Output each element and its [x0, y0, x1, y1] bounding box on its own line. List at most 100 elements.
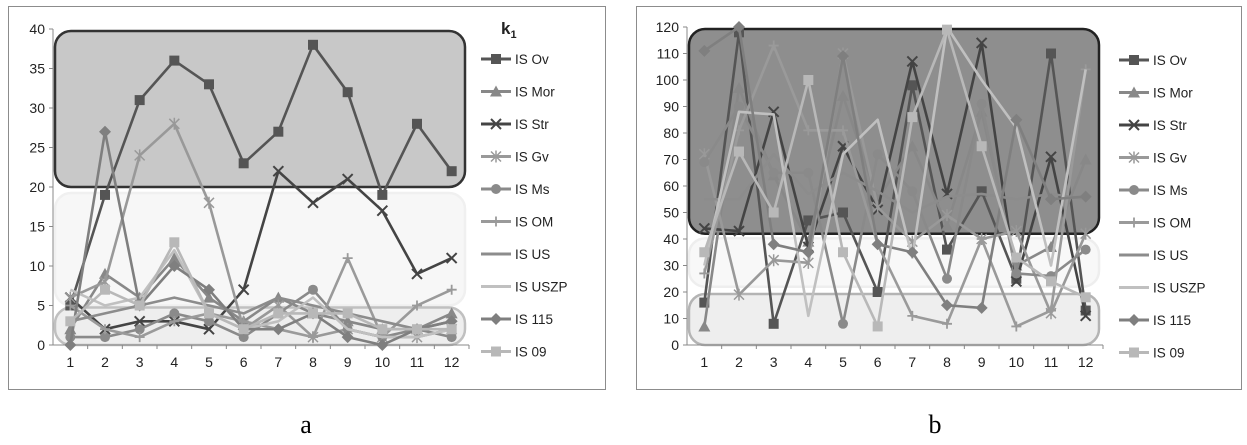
chart-b-series-is-115-point-12 — [1079, 190, 1092, 203]
chart-b-series-is-gv-point-8 — [941, 209, 953, 222]
chart-a-series-is-09-point-2 — [100, 284, 110, 295]
chart-a-x-tick-label-10: 10 — [375, 354, 391, 370]
chart-b-series-is-ms-point-1 — [699, 157, 710, 168]
chart-b-legend-is-str-marker — [1128, 119, 1140, 131]
chart-a-series-is-09-point-7 — [273, 308, 284, 319]
chart-b-series-is-ms-point-3 — [768, 167, 779, 178]
chart-a-x-tick-label-12: 12 — [444, 354, 460, 370]
chart-b-legend-is-mor-marker — [1128, 86, 1140, 98]
chart-b-series-is-str-point-7 — [906, 55, 919, 68]
chart-a-series-is-mor-point-12 — [445, 307, 458, 319]
chart-a-series-is-09-point-6 — [238, 324, 249, 335]
caption-a: a — [300, 410, 312, 439]
chart-a-x-tick-label-7: 7 — [274, 354, 282, 370]
chart-a-series-is-09-line — [69, 241, 452, 331]
chart-b-series-is-om-point-3 — [768, 40, 779, 51]
chart-a-y-tick-label-25: 25 — [29, 140, 45, 156]
chart-b-x-tick-label-1: 1 — [700, 354, 708, 370]
chart-b-y-tick-label-40: 40 — [663, 231, 679, 247]
chart-b-series-is-om-point-8 — [942, 318, 952, 329]
chart-a-series-is-ms-point-6 — [238, 332, 249, 343]
chart-a-series-is-115-point-7 — [272, 323, 285, 336]
chart-a-y-tick-label-5: 5 — [37, 298, 45, 314]
chart-a-series-is-115-point-2 — [99, 125, 111, 138]
chart-a-y-tick-label-10: 10 — [29, 258, 45, 274]
chart-b-series-is-gv-point-6 — [872, 201, 884, 214]
chart-a-legend-is-115-label: IS 115 — [515, 312, 553, 327]
chart-a-series-is-115-line — [69, 130, 452, 347]
chart-b-series-is-09-point-9 — [976, 141, 987, 152]
chart-a-series-is-str-point-11 — [411, 268, 423, 280]
chart-b-series-is-ms-point-10 — [1011, 268, 1022, 279]
chart-b-series-is-115-line — [703, 25, 1086, 310]
chart-a-series-is-str-point-10 — [376, 204, 389, 217]
chart-b-y-tick-label-70: 70 — [663, 152, 679, 168]
chart-b-x-tick-label-2: 2 — [735, 354, 743, 370]
chart-b-y-tick-label-0: 0 — [671, 337, 679, 353]
chart-a-band-0 — [53, 29, 467, 189]
chart-b-series-is-uszp-line — [703, 25, 1087, 318]
chart-b-x-tick-label-8: 8 — [943, 354, 951, 370]
chart-b-series-is-om-line — [703, 44, 1087, 328]
chart-a-series-is-ov-point-3 — [134, 95, 145, 106]
chart-b-series-is-om-point-1 — [699, 268, 710, 279]
chart-b-series-is-ov-point-5 — [838, 207, 848, 218]
chart-a-x-tick-label-5: 5 — [205, 354, 213, 370]
chart-b-series-is-ov-point-4 — [803, 215, 814, 226]
chart-a-series-is-om-point-11 — [412, 300, 422, 311]
chart-b-series-is-mor-point-8 — [941, 219, 953, 231]
chart-a-series-is-mor-point-5 — [203, 291, 215, 303]
chart-a-x-tick-label-4: 4 — [170, 354, 178, 370]
chart-a-series-is-115-point-1 — [64, 339, 77, 351]
chart-b-x-tick-label-11: 11 — [1044, 354, 1059, 370]
chart-b-series-is-om-point-5 — [838, 125, 848, 136]
chart-a-series-is-ov-point-11 — [412, 118, 422, 129]
chart-a-series-is-ms-point-2 — [100, 332, 110, 343]
chart-a-series-is-om-point-1 — [65, 300, 76, 311]
chart-a-series-is-str-point-6 — [237, 283, 250, 296]
chart-b-series-is-ms-point-5 — [838, 318, 848, 329]
chart-a-legend-is-gv-marker — [490, 150, 502, 163]
chart-b-series-is-115-point-10 — [1010, 113, 1023, 126]
chart-a-y-tick-label-15: 15 — [29, 219, 45, 235]
chart-a-series-is-ms-point-8 — [308, 284, 318, 295]
chart-a-series-is-ov-point-6 — [238, 158, 249, 169]
chart-a-legend-is-09-marker — [491, 346, 501, 357]
chart-b-series-is-ov-point-9 — [976, 186, 987, 197]
chart-b-y-tick-label-30: 30 — [663, 258, 679, 274]
chart-a-series-is-om-point-8 — [308, 332, 318, 343]
chart-a-legend-is-115-marker — [490, 313, 502, 325]
chart-a-y-tick-label-40: 40 — [29, 21, 45, 37]
chart-a-x-tick-label-2: 2 — [101, 354, 109, 370]
chart-b-y-tick-label-100: 100 — [656, 72, 680, 88]
chart-b-y-tick-label-90: 90 — [663, 99, 679, 115]
chart-b-series-is-09-point-2 — [734, 146, 744, 157]
chart-a-series-is-str-point-5 — [203, 323, 215, 335]
chart-b-series-is-gv-point-12 — [1080, 227, 1092, 240]
chart-b-series-is-115-point-9 — [975, 301, 988, 314]
chart-b-series-is-ov-point-1 — [699, 297, 710, 308]
chart-a-series-is-ms-point-3 — [134, 324, 145, 335]
chart-b-y-tick-label-80: 80 — [663, 125, 679, 141]
chart-a-series-is-str-point-8 — [307, 197, 319, 209]
chart-a-series-is-ov-point-7 — [273, 126, 284, 137]
chart-b-x-tick-label-5: 5 — [839, 354, 847, 370]
chart-b-legend-is-mor-label: IS Mor — [1153, 86, 1193, 101]
chart-b-x-tick-label-6: 6 — [874, 354, 882, 370]
chart-a-legend-is-mor-label: IS Mor — [515, 85, 555, 100]
chart-b-series-is-ms-point-12 — [1080, 244, 1091, 255]
chart-b-y-tick-label-10: 10 — [663, 311, 679, 327]
chart-b-series-is-ms-point-7 — [907, 186, 918, 197]
chart-b-y-tick-label-50: 50 — [663, 205, 679, 221]
chart-b-series-is-om-point-10 — [1011, 321, 1022, 332]
chart-b-series-is-ms-point-6 — [872, 149, 883, 160]
chart-b-series-is-om-point-9 — [976, 234, 987, 244]
chart-b-series-is-09-point-11 — [1046, 276, 1056, 287]
chart-a-series-is-str-point-9 — [341, 173, 354, 185]
chart-b-series-is-gv-point-10 — [1010, 225, 1022, 238]
chart-b-series-is-115-point-5 — [837, 50, 849, 63]
chart-b-series-is-ov-point-6 — [872, 287, 883, 297]
chart-a-series-is-str-point-3 — [133, 315, 146, 328]
chart-b-legend-is-om-marker — [1129, 217, 1139, 228]
